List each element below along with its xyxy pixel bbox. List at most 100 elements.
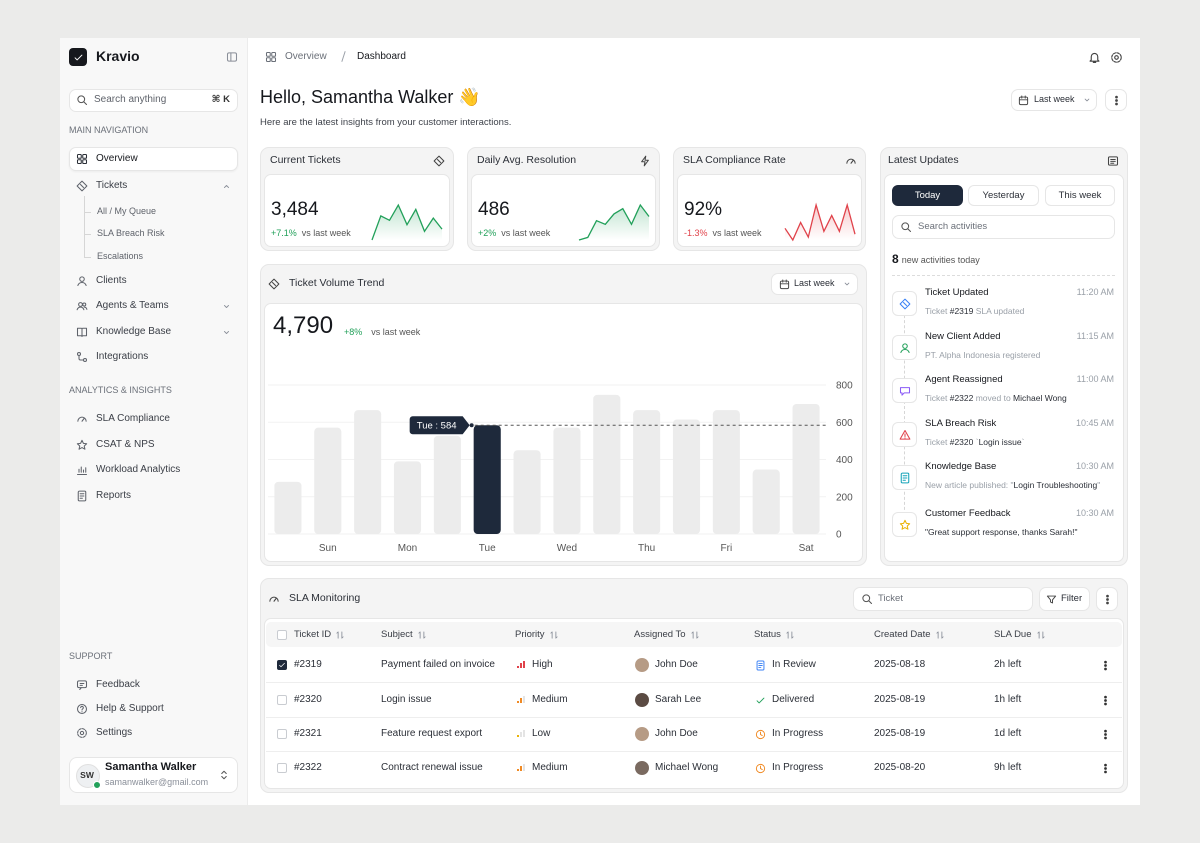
nav-subitem[interactable]: Escalations [97, 251, 144, 262]
row-divider [266, 682, 1122, 683]
icon-part [1103, 698, 1107, 702]
icon-part [901, 342, 908, 349]
kpi-change-note: vs last week [301, 228, 351, 239]
nav-item[interactable]: Knowledge Base [96, 325, 172, 337]
priority-bar [517, 768, 519, 771]
icon [755, 763, 765, 773]
column-header[interactable]: SLA Due [994, 629, 1032, 641]
nav-item[interactable]: Overview [96, 152, 138, 164]
priority-bar [523, 763, 525, 771]
nav-item[interactable]: Help & Support [96, 702, 164, 714]
sparkline-area [579, 205, 649, 240]
activity-count-row: 8 new activities today [892, 252, 980, 266]
filter-button[interactable] [1039, 587, 1090, 611]
filter-label[interactable]: Filter [1061, 593, 1083, 605]
icon-part [436, 158, 442, 164]
nav-item[interactable]: Clients [96, 274, 127, 286]
activity-search[interactable] [892, 215, 1115, 239]
priority-bar [517, 734, 519, 737]
section-title: MAIN NAVIGATION [69, 125, 149, 136]
tab[interactable] [968, 185, 1039, 206]
nav-item[interactable]: Reports [96, 489, 132, 501]
nav-item[interactable]: Integrations [96, 350, 149, 362]
checkbox[interactable] [277, 763, 287, 773]
tab-label[interactable]: Today [914, 190, 941, 202]
tab-label[interactable]: Yesterday [982, 190, 1025, 202]
nav-item[interactable]: Settings [96, 726, 133, 738]
checkbox[interactable] [277, 630, 287, 640]
nav-item[interactable]: Workload Analytics [96, 463, 181, 475]
column-header[interactable]: Assigned To [634, 629, 686, 641]
chart-total: 4,790 [273, 312, 334, 340]
icon-part [846, 158, 856, 164]
icon [1103, 660, 1107, 670]
activity-detail-text: " [1097, 479, 1101, 490]
sparkline-line [578, 203, 650, 241]
tab[interactable] [1045, 185, 1115, 206]
icon [223, 184, 229, 188]
icon-part [868, 600, 873, 605]
activity-detail-strong: #2319 [949, 305, 974, 316]
cell-priority: Medium [532, 693, 568, 705]
icon-part [79, 276, 85, 282]
icon-part [76, 680, 88, 689]
icon [1046, 595, 1056, 603]
icon-part [223, 304, 229, 308]
search-box[interactable] [69, 89, 238, 112]
icon-part [83, 101, 88, 106]
bar [473, 425, 501, 534]
priority-bar [520, 698, 522, 703]
kpi-change-row: +2% vs last week [478, 228, 550, 239]
tab[interactable] [892, 185, 963, 206]
icon [899, 519, 910, 530]
kpi-title: SLA Compliance Rate [683, 154, 786, 167]
icon [1107, 156, 1119, 166]
icon-part [223, 184, 229, 188]
nav-subitem[interactable]: All / My Queue [97, 206, 157, 217]
activity-detail-strong: "Great support response, thanks Sarah!" [925, 526, 1078, 537]
column-header[interactable]: Subject [381, 629, 413, 641]
checkbox[interactable] [277, 695, 287, 705]
icon-part [82, 153, 88, 159]
activity-time: 10:30 AM [1075, 508, 1114, 519]
assignee-avatar [635, 727, 649, 741]
icon [1105, 594, 1109, 604]
nav-item[interactable]: Feedback [96, 678, 140, 690]
checkbox[interactable] [277, 660, 287, 670]
nav-active[interactable] [69, 147, 238, 171]
nav-item[interactable]: CSAT & NPS [96, 438, 155, 450]
icon-part [226, 52, 238, 62]
column-header[interactable]: Ticket ID [294, 629, 332, 641]
icon-part [1103, 766, 1107, 770]
icon [756, 660, 764, 670]
bar [553, 427, 581, 534]
icon-part [79, 493, 85, 499]
icon-part [1103, 729, 1107, 732]
y-tick-label: 600 [836, 418, 853, 429]
chart-range-button[interactable] [771, 273, 858, 295]
checkbox[interactable] [277, 729, 287, 739]
tab-label[interactable]: This week [1058, 190, 1102, 202]
nav-item[interactable]: SLA Compliance [96, 412, 170, 424]
sla-search[interactable] [853, 587, 1033, 611]
nav-item[interactable]: Agents & Teams [96, 299, 169, 311]
icon [899, 429, 910, 440]
column-header[interactable]: Priority [515, 629, 545, 641]
nav-subitem[interactable]: SLA Breach Risk [97, 228, 165, 239]
activity-search-placeholder: Search activities [918, 221, 988, 233]
nav-item[interactable]: Tickets [96, 179, 128, 191]
x-tick-label: Thu [638, 543, 655, 554]
timeline-line [904, 300, 905, 520]
activity-detail-text: PT. Alpha Indonesia registered [925, 349, 1041, 360]
column-header[interactable]: Created Date [874, 629, 931, 641]
activity-time: 11:15 AM [1076, 331, 1114, 342]
range-button[interactable] [1011, 89, 1097, 111]
activity-detail-text: ` [973, 436, 979, 447]
cell-id: #2322 [294, 761, 322, 773]
breadcrumb[interactable]: Overview [285, 50, 327, 62]
icon [77, 490, 87, 502]
kpi-title: Current Tickets [270, 154, 341, 167]
column-header[interactable]: Status [754, 629, 781, 641]
icon-part [1105, 594, 1109, 597]
kpi-change-note: vs last week [501, 228, 551, 239]
